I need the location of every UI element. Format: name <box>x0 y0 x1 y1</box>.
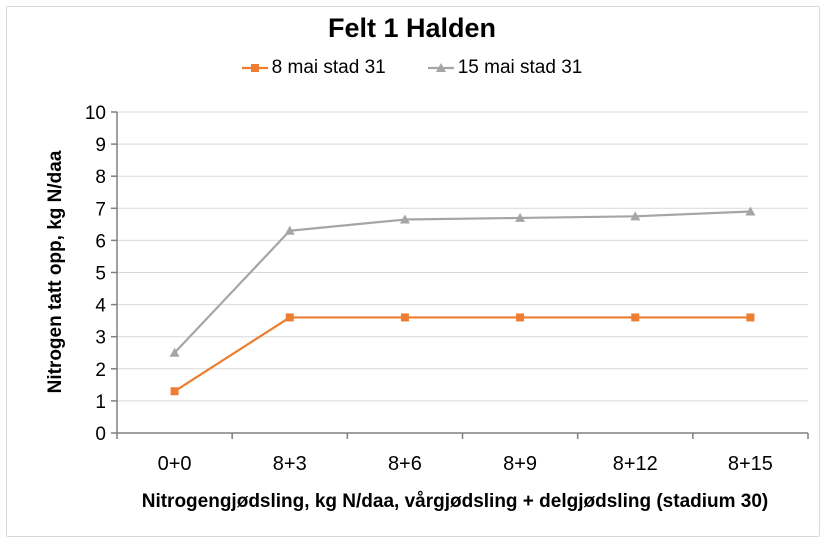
series-1-marker <box>284 225 295 235</box>
series-1-marker <box>399 214 410 224</box>
series-0-marker <box>746 313 755 322</box>
x-tick-label: 8+9 <box>503 453 537 475</box>
square-marker-icon <box>241 64 268 72</box>
x-tick-label: 8+6 <box>388 453 422 475</box>
series-0-marker <box>631 313 640 322</box>
x-tick-label: 0+0 <box>158 453 192 475</box>
y-tick-label: 0 <box>95 424 106 445</box>
legend-item-15-mai: 15 mai stad 31 <box>427 57 583 79</box>
legend-label: 15 mai stad 31 <box>457 57 583 78</box>
x-tick-label: 8+12 <box>613 453 658 475</box>
y-tick-label: 2 <box>95 360 106 381</box>
y-tick-label: 9 <box>95 135 106 156</box>
series-0-marker <box>516 313 525 322</box>
x-tick-label: 8+15 <box>728 453 773 475</box>
x-tick-label: 8+3 <box>273 453 307 475</box>
series-line-1 <box>173 210 751 354</box>
legend: 8 mai stad 31 15 mai stad 31 <box>0 57 824 79</box>
y-tick-label: 4 <box>95 296 106 317</box>
series-0-marker <box>170 387 179 396</box>
chart-title: Felt 1 Halden <box>327 13 497 43</box>
y-tick-label: 6 <box>95 231 106 252</box>
y-tick-label: 7 <box>95 199 106 220</box>
series-1-marker <box>630 211 641 221</box>
triangle-marker-icon <box>427 63 454 72</box>
legend-label: 8 mai stad 31 <box>271 57 386 78</box>
y-tick-label: 3 <box>95 328 106 349</box>
y-tick-label: 1 <box>95 392 106 413</box>
series-0-marker <box>400 313 409 322</box>
y-tick-label: 10 <box>85 103 106 124</box>
legend-item-8-mai: 8 mai stad 31 <box>241 57 386 79</box>
series-0-marker <box>285 313 294 322</box>
series-1-marker <box>745 206 756 216</box>
y-tick-label: 8 <box>95 167 106 188</box>
series-1-marker <box>169 347 180 357</box>
y-tick-label: 5 <box>95 264 106 285</box>
series-line-0 <box>173 316 751 393</box>
series-1-marker <box>515 212 526 222</box>
x-axis-title: Nitrogengjødsling, kg N/daa, vårgjødslin… <box>141 491 769 512</box>
